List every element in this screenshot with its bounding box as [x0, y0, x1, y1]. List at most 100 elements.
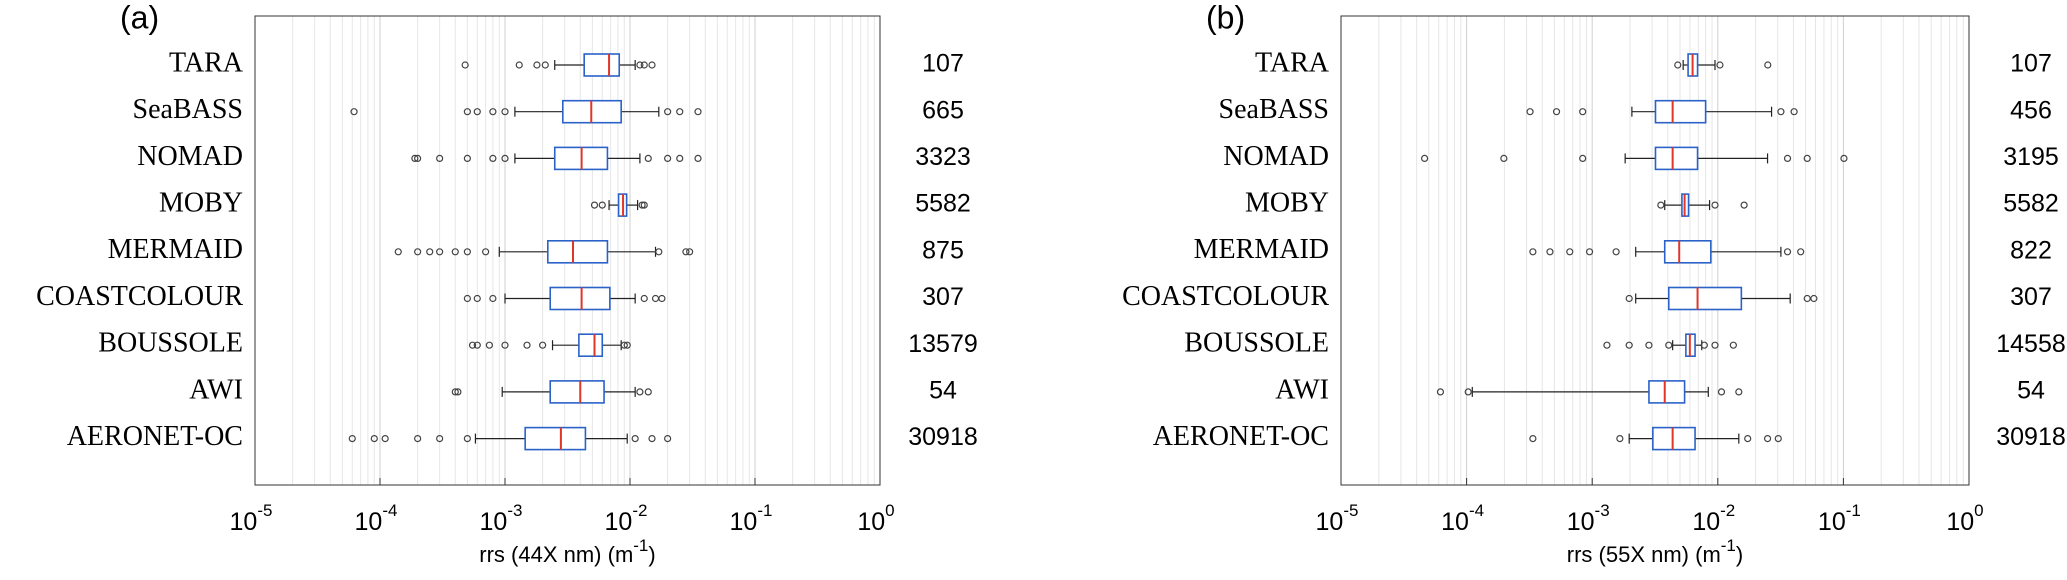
outlier: [1711, 341, 1719, 349]
outlier: [1783, 154, 1792, 162]
tick-exponent: -3: [1595, 501, 1610, 520]
category-label: BOUSSOLE: [1184, 328, 1329, 359]
tick-base: 10: [1818, 508, 1846, 536]
outlier: [1774, 435, 1782, 443]
category-label: NOMAD: [137, 141, 243, 172]
category-label: MOBY: [159, 188, 243, 219]
outlier: [1840, 154, 1848, 162]
outlier: [411, 154, 419, 162]
tick-exponent: -5: [257, 501, 272, 520]
outlier: [1529, 435, 1537, 443]
outlier: [1729, 341, 1737, 349]
outlier: [1735, 388, 1743, 396]
outlier: [350, 108, 358, 116]
count-label: 107: [2010, 50, 2052, 78]
tick-base: 10: [1441, 508, 1469, 536]
box: [1654, 99, 1707, 124]
category-label: AERONET-OC: [1153, 421, 1329, 452]
outlier: [463, 248, 471, 256]
outlier: [648, 61, 656, 69]
outlier: [1526, 108, 1534, 116]
outlier: [658, 294, 666, 303]
outlier: [451, 248, 459, 256]
count-label: 3323: [915, 143, 971, 171]
x-tick-label: 10-4: [355, 501, 398, 535]
category-label: BOUSSOLE: [98, 328, 243, 359]
outlier: [676, 154, 684, 162]
x-tick-label: 100: [1946, 501, 1983, 535]
outlier: [620, 341, 628, 349]
x-axis-label-suffix: ): [648, 542, 655, 567]
category-label: MERMAID: [108, 234, 243, 265]
outlier: [1665, 341, 1673, 349]
count-label: 3195: [2003, 143, 2059, 171]
outlier: [1616, 435, 1624, 443]
outlier: [638, 201, 646, 209]
outlier: [463, 294, 471, 303]
count-label: 307: [922, 283, 964, 311]
outlier: [1783, 248, 1792, 256]
outlier: [414, 154, 422, 162]
count-label: 107: [922, 50, 964, 78]
box: [549, 286, 611, 311]
x-tick-label: 10-3: [1567, 501, 1610, 535]
box: [1654, 146, 1699, 171]
outlier: [636, 61, 644, 69]
tick-base: 10: [1567, 508, 1595, 536]
box: [524, 426, 587, 451]
outlier: [664, 154, 672, 162]
outlier: [541, 61, 549, 69]
outlier: [381, 435, 389, 443]
count-label: 13579: [908, 330, 978, 358]
x-tick-label: 10-5: [230, 501, 273, 535]
outlier: [686, 248, 694, 256]
count-label: 5582: [915, 190, 971, 218]
category-label: TARA: [1255, 47, 1330, 78]
tick-base: 10: [857, 508, 885, 536]
outlier: [1625, 294, 1633, 303]
tick-base: 10: [730, 508, 758, 536]
outlier: [1717, 388, 1726, 396]
tick-base: 10: [230, 508, 258, 536]
count-label: 54: [2017, 377, 2045, 405]
outlier: [1566, 248, 1574, 256]
panel-label: (a): [120, 0, 159, 35]
box: [583, 53, 621, 77]
box: [578, 333, 604, 358]
outlier: [489, 154, 497, 162]
outlier: [463, 108, 471, 116]
tick-base: 10: [1692, 508, 1720, 536]
outlier: [636, 388, 644, 396]
outlier: [414, 435, 422, 443]
count-label: 456: [2010, 96, 2052, 124]
tick-exponent: -2: [1720, 501, 1735, 520]
tick-exponent: -4: [1469, 501, 1484, 520]
x-tick-label: 10-1: [1818, 501, 1861, 535]
tick-base: 10: [1946, 508, 1974, 536]
outlier: [473, 341, 481, 349]
outlier: [664, 108, 672, 116]
box: [1667, 286, 1743, 311]
panel-label: (b): [1206, 0, 1245, 35]
tick-exponent: -3: [507, 501, 522, 520]
outlier: [515, 61, 523, 69]
x-tick-label: 10-3: [480, 501, 523, 535]
count-label: 822: [2010, 236, 2052, 264]
outlier: [461, 61, 469, 69]
outlier: [539, 341, 547, 349]
tick-exponent: -4: [382, 501, 397, 520]
outlier: [394, 248, 402, 256]
outlier: [1585, 248, 1594, 256]
outlier: [1657, 201, 1665, 209]
outlier: [598, 201, 606, 209]
outlier: [523, 341, 531, 349]
plot-area: [1341, 16, 1969, 485]
count-label: 307: [2010, 283, 2052, 311]
tick-exponent: 0: [1974, 501, 1983, 520]
outlier: [1740, 201, 1748, 209]
outlier: [436, 248, 444, 256]
category-label: COASTCOLOUR: [1122, 281, 1329, 312]
count-label: 5582: [2003, 190, 2059, 218]
